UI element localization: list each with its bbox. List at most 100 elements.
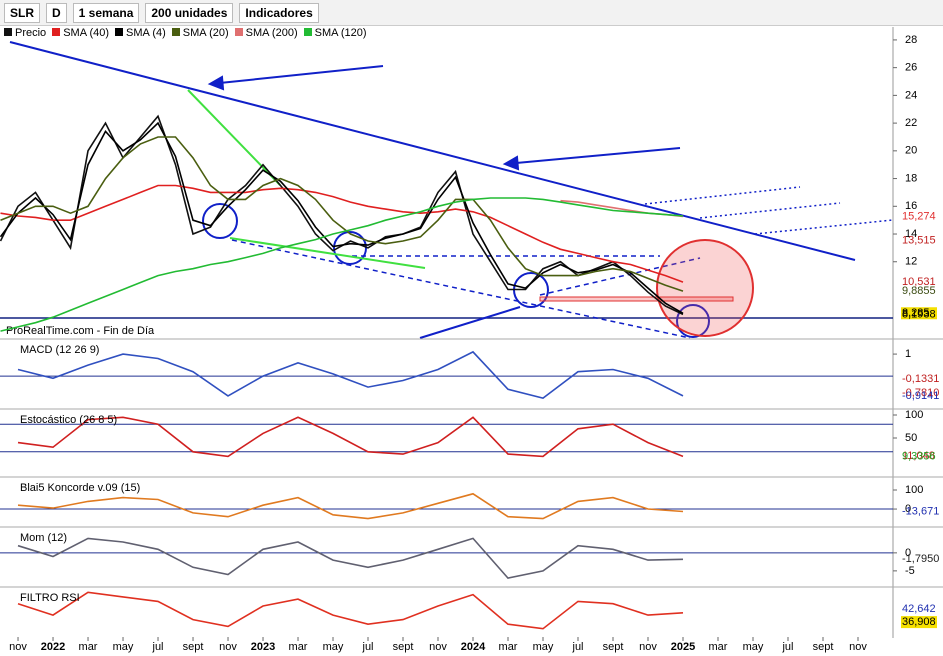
panel-title: Mom (12) (20, 532, 67, 544)
symbol[interactable]: SLR (4, 2, 40, 23)
value-label: 10,531 (902, 276, 936, 288)
x-tick-label: jul (572, 641, 584, 653)
x-tick-label: 2022 (41, 641, 65, 653)
legend-label: SMA (4) (126, 27, 166, 39)
panel-title: Blai5 Koncorde v.09 (15) (20, 482, 140, 494)
series-line (17, 537, 684, 579)
y-tick-label: 24 (905, 89, 917, 101)
x-tick-label: may (323, 641, 344, 653)
x-tick-label: may (533, 641, 554, 653)
x-tick-label: sept (393, 641, 414, 653)
legend-swatch (52, 28, 61, 36)
legend-swatch (4, 28, 12, 36)
x-tick-label: jul (781, 641, 793, 653)
series-line (17, 492, 684, 520)
x-tick-label: nov (219, 641, 237, 653)
legend-label: SMA (200) (245, 27, 298, 39)
x-tick-label: sept (813, 641, 834, 653)
period[interactable]: 1 semana (72, 2, 140, 23)
value-label: -0,1331 (902, 373, 939, 385)
legend-swatch (234, 28, 243, 36)
x-tick-label: may (743, 641, 764, 653)
value-label: 11,048 (902, 450, 935, 462)
series-line (0, 121, 684, 314)
series-line (0, 197, 684, 332)
legend: Precio SMA (40) SMA (4) SMA (20) SMA (200) SM… (4, 27, 367, 39)
legend-label: Precio (15, 27, 47, 39)
x-tick-label: nov (639, 641, 657, 653)
x-tick-label: jul (152, 641, 164, 653)
panel-title: MACD (12 26 9) (20, 344, 99, 356)
legend-swatch (115, 28, 124, 36)
legend-entry[interactable]: SMA (20) (171, 27, 229, 39)
x-tick-label: sept (603, 641, 624, 653)
units[interactable]: 200 unidades (145, 2, 234, 23)
value-label: -1,7950 (902, 553, 939, 565)
legend-entry[interactable]: SMA (200) (234, 27, 298, 39)
value-label: 42,642 (902, 603, 936, 615)
legend-label: SMA (120) (314, 27, 367, 39)
y-tick-label: 100 (905, 484, 923, 496)
x-tick-label: nov (849, 641, 867, 653)
y-tick-label: 20 (905, 145, 917, 157)
y-tick-label: 100 (905, 409, 923, 421)
value-label-bg (901, 307, 937, 320)
mode[interactable]: D (46, 2, 67, 23)
y-tick-label: 1 (905, 348, 911, 360)
series-line (0, 184, 684, 283)
toolbar: SLR D 1 semana 200 unidades Indicadores (0, 0, 943, 26)
series-line (17, 591, 684, 630)
y-tick-label: 14 (905, 228, 917, 240)
x-tick-label: nov (429, 641, 447, 653)
value-label: -0,9141 (902, 390, 939, 402)
x-tick-label: nov (9, 641, 27, 653)
series-line (17, 350, 684, 399)
indicators[interactable]: Indicadores (239, 2, 319, 23)
value-label: 8,285 (902, 307, 930, 319)
axis-bg (893, 27, 943, 656)
series-line (0, 136, 684, 292)
value-label: 36,908 (902, 616, 936, 628)
value-label: 13,515 (902, 235, 936, 247)
y-tick-label: 12 (905, 256, 917, 268)
y-tick-label: 22 (905, 117, 917, 129)
series-line (17, 416, 684, 458)
legend-entry[interactable]: SMA (4) (115, 27, 166, 39)
value-label: 9,8855 (902, 285, 936, 297)
annotations (0, 41, 894, 339)
y-tick-label: 50 (905, 432, 917, 444)
y-tick-label: 0 (905, 503, 911, 515)
x-tick-label: mar (499, 641, 518, 653)
x-tick-label: 2025 (671, 641, 695, 653)
value-label-bg (901, 616, 937, 629)
x-tick-label: mar (709, 641, 728, 653)
value-label: 15,274 (902, 210, 936, 222)
legend-swatch (303, 28, 312, 36)
legend-entry[interactable]: SMA (120) (303, 27, 367, 39)
series-line (0, 114, 684, 316)
source: ProRealTime.com - Fin de Día (6, 325, 155, 337)
legend-label: SMA (20) (182, 27, 229, 39)
value-label: -0,7810 (902, 387, 939, 399)
value-label: -13,671 (902, 506, 939, 518)
x-tick-label: sept (183, 641, 204, 653)
x-tick-label: 2024 (461, 641, 486, 653)
value-label: 8,1938 (902, 308, 936, 320)
y-tick-label: 26 (905, 62, 917, 74)
x-tick-label: 2023 (251, 641, 275, 653)
x-tick-label: mar (79, 641, 98, 653)
y-tick-label: 0 (905, 547, 911, 559)
value-label: 9,3356 (902, 451, 936, 463)
x-tick-label: mar (289, 641, 308, 653)
legend-swatch (171, 28, 180, 36)
y-tick-label: 16 (905, 200, 917, 212)
x-tick-label: jul (362, 641, 374, 653)
legend-entry[interactable]: Precio (4, 27, 46, 39)
y-tick-label: 18 (905, 172, 917, 184)
panel-title: Estocástico (26 8 5) (20, 414, 117, 426)
legend-label: SMA (40) (63, 27, 110, 39)
legend-entry[interactable]: SMA (40) (52, 27, 109, 39)
x-tick-label: may (113, 641, 134, 653)
